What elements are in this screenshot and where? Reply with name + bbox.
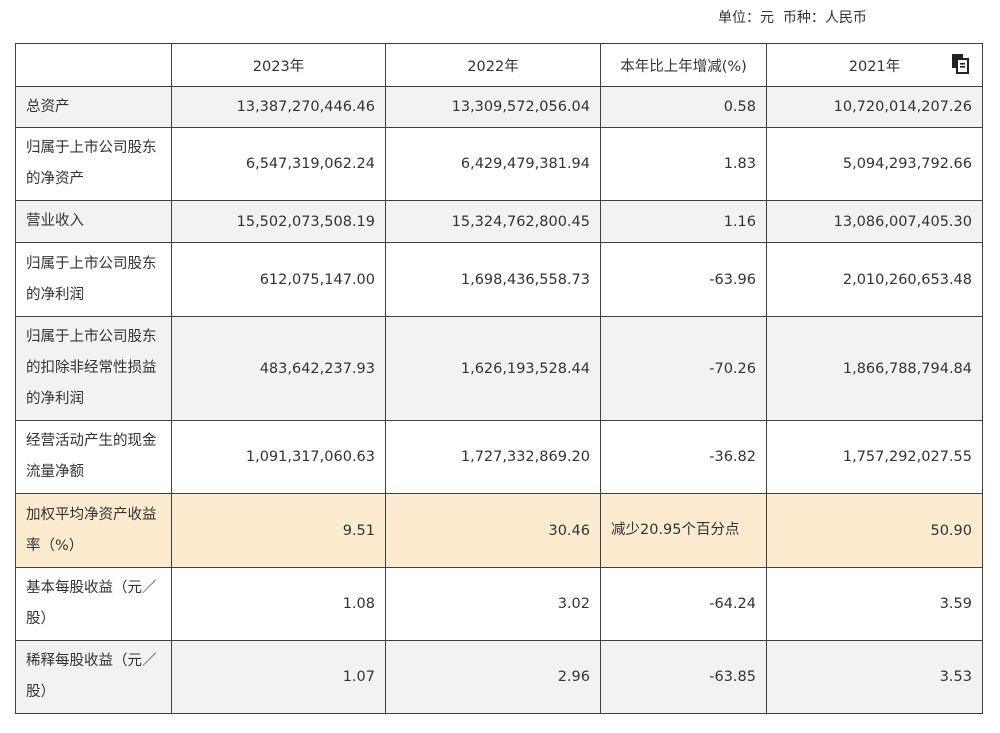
cell-2021: 5,094,293,792.66 <box>766 127 983 201</box>
row-label: 稀释每股收益（元／股） <box>15 640 172 714</box>
cell-2023: 483,642,237.93 <box>171 316 386 421</box>
header-2021-label: 2021年 <box>848 58 901 75</box>
cell-2022: 15,324,762,800.45 <box>385 200 601 243</box>
header-2021: 2021年 <box>766 43 983 87</box>
cell-2021: 3.59 <box>766 567 983 641</box>
row-label: 总资产 <box>15 86 172 128</box>
cell-2023: 13,387,270,446.46 <box>171 86 386 128</box>
table-row: 经营活动产生的现金流量净额 1,091,317,060.63 1,727,332… <box>15 420 983 494</box>
cell-change: -70.26 <box>600 316 767 421</box>
financial-indicators-table: 2023年 2022年 本年比上年增减(%) 2021年 总资产 13,387,… <box>15 43 983 714</box>
cell-change: -63.96 <box>600 242 767 317</box>
cell-change: 1.83 <box>600 127 767 201</box>
table-row: 基本每股收益（元／股） 1.08 3.02 -64.24 3.59 <box>15 567 983 641</box>
table-row: 营业收入 15,502,073,508.19 15,324,762,800.45… <box>15 200 983 243</box>
cell-2023: 612,075,147.00 <box>171 242 386 317</box>
cell-2022: 3.02 <box>385 567 601 641</box>
row-label: 基本每股收益（元／股） <box>15 567 172 641</box>
row-label: 归属于上市公司股东的净资产 <box>15 127 172 201</box>
table-row: 总资产 13,387,270,446.46 13,309,572,056.04 … <box>15 86 983 128</box>
cell-2022: 30.46 <box>385 493 601 568</box>
table-row: 稀释每股收益（元／股） 1.07 2.96 -63.85 3.53 <box>15 640 983 714</box>
row-label: 加权平均净资产收益率（%） <box>15 493 172 568</box>
header-item <box>15 43 172 87</box>
cell-2021: 10,720,014,207.26 <box>766 86 983 128</box>
cell-2023: 1.08 <box>171 567 386 641</box>
cell-change: 1.16 <box>600 200 767 243</box>
cell-2023: 15,502,073,508.19 <box>171 200 386 243</box>
cell-change: -64.24 <box>600 567 767 641</box>
cell-2021: 2,010,260,653.48 <box>766 242 983 317</box>
cell-2021: 1,757,292,027.55 <box>766 420 983 494</box>
cell-2021: 3.53 <box>766 640 983 714</box>
table-row: 归属于上市公司股东的净资产 6,547,319,062.24 6,429,479… <box>15 127 983 201</box>
cell-2023: 1.07 <box>171 640 386 714</box>
cell-2022: 6,429,479,381.94 <box>385 127 601 201</box>
row-label: 归属于上市公司股东的扣除非经常性损益的净利润 <box>15 316 172 421</box>
cell-change: 0.58 <box>600 86 767 128</box>
cell-2023: 1,091,317,060.63 <box>171 420 386 494</box>
cell-2022: 2.96 <box>385 640 601 714</box>
cell-2021: 50.90 <box>766 493 983 568</box>
copy-icon[interactable] <box>950 53 970 75</box>
cell-2022: 13,309,572,056.04 <box>385 86 601 128</box>
header-2023: 2023年 <box>171 43 386 87</box>
cell-2022: 1,727,332,869.20 <box>385 420 601 494</box>
cell-2022: 1,626,193,528.44 <box>385 316 601 421</box>
cell-2021: 1,866,788,794.84 <box>766 316 983 421</box>
table-header-row: 2023年 2022年 本年比上年增减(%) 2021年 <box>15 43 983 87</box>
unit-currency-note: 单位：元 币种：人民币 <box>718 10 867 26</box>
header-2022: 2022年 <box>385 43 601 87</box>
cell-change: 减少20.95个百分点 <box>600 493 767 568</box>
cell-2023: 6,547,319,062.24 <box>171 127 386 201</box>
table-row: 归属于上市公司股东的净利润 612,075,147.00 1,698,436,5… <box>15 242 983 317</box>
table-row-highlighted: 加权平均净资产收益率（%） 9.51 30.46 减少20.95个百分点 50.… <box>15 493 983 568</box>
row-label: 归属于上市公司股东的净利润 <box>15 242 172 317</box>
header-change: 本年比上年增减(%) <box>600 43 767 87</box>
cell-change: -63.85 <box>600 640 767 714</box>
row-label: 经营活动产生的现金流量净额 <box>15 420 172 494</box>
cell-change: -36.82 <box>600 420 767 494</box>
table-row: 归属于上市公司股东的扣除非经常性损益的净利润 483,642,237.93 1,… <box>15 316 983 421</box>
cell-2023: 9.51 <box>171 493 386 568</box>
cell-2022: 1,698,436,558.73 <box>385 242 601 317</box>
cell-2021: 13,086,007,405.30 <box>766 200 983 243</box>
row-label: 营业收入 <box>15 200 172 243</box>
